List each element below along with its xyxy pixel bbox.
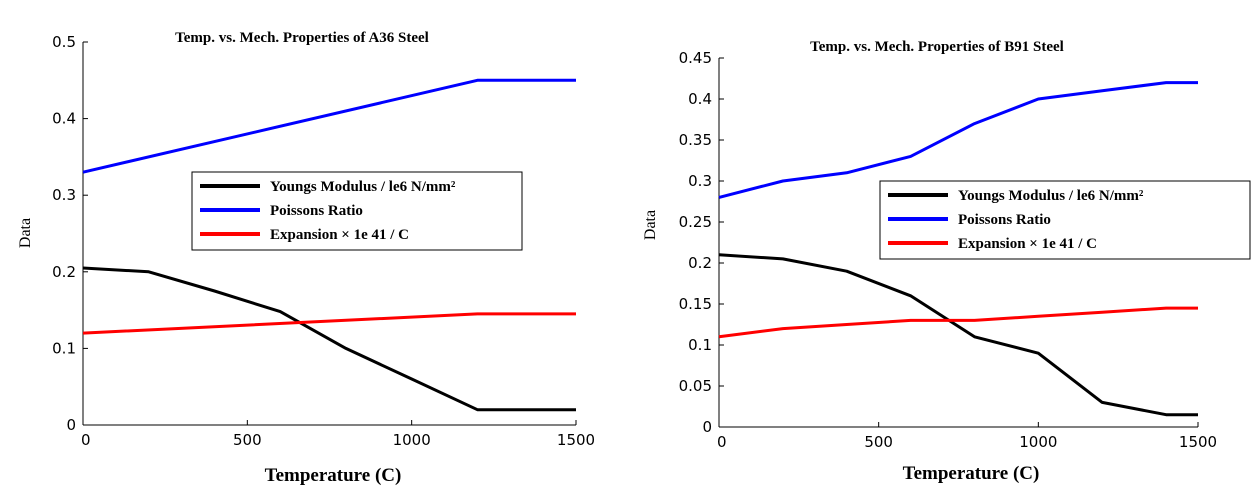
chart-title: Temp. vs. Mech. Properties of B91 Steel	[810, 39, 1064, 55]
y-tick-label: 0.45	[679, 49, 712, 67]
y-tick-label: 0.15	[679, 295, 712, 313]
y-tick-label: 0	[702, 418, 712, 436]
y-tick-label: 0.3	[52, 186, 76, 204]
series-line-3	[82, 312, 576, 335]
x-tick-label: 1000	[393, 431, 431, 449]
y-axis-label: Data	[642, 210, 659, 240]
y-tick-label: 0.4	[688, 90, 712, 108]
x-tick-label: 0	[81, 431, 91, 449]
x-tick-label: 1500	[1179, 433, 1217, 451]
legend-label-1: Youngs Modulus / le6 N/mm²	[270, 179, 456, 195]
legend-label-3: Expansion × 1e 41 / C	[270, 227, 409, 243]
series-line-3	[718, 306, 1198, 339]
series-line-2	[718, 81, 1198, 199]
y-tick-label: 0.25	[679, 213, 712, 231]
chart-1: Temp. vs. Mech. Properties of A36 Steel 0…	[17, 30, 595, 486]
legend: Youngs Modulus / le6 N/mm² Poissons Ratio…	[879, 180, 1251, 260]
legend-label-2: Poissons Ratio	[270, 203, 363, 219]
legend-label-2: Poissons Ratio	[958, 212, 1051, 228]
series-line-1	[82, 266, 576, 412]
chart-title: Temp. vs. Mech. Properties of A36 Steel	[175, 30, 429, 46]
series-line-2	[82, 78, 576, 174]
x-axis-label: Temperature (C)	[903, 463, 1040, 484]
legend: Youngs Modulus / le6 N/mm² Poissons Ratio…	[191, 171, 523, 251]
y-tick-label: 0.35	[679, 131, 712, 149]
y-tick-label: 0	[66, 416, 76, 434]
x-tick-label: 500	[233, 431, 262, 449]
chart-2: Temp. vs. Mech. Properties of B91 Steel 0…	[642, 39, 1251, 484]
legend-label-3: Expansion × 1e 41 / C	[958, 236, 1097, 252]
x-tick-label: 1000	[1019, 433, 1057, 451]
y-tick-label: 0.3	[688, 172, 712, 190]
y-tick-label: 0.2	[52, 263, 76, 281]
y-tick-label: 0.1	[52, 339, 76, 357]
y-tick-label: 0.1	[688, 336, 712, 354]
y-tick-label: 0.4	[52, 110, 76, 128]
legend-label-1: Youngs Modulus / le6 N/mm²	[958, 188, 1144, 204]
x-tick-label: 500	[864, 433, 893, 451]
y-tick-label: 0.5	[52, 33, 76, 51]
series-line-1	[718, 253, 1198, 417]
x-tick-label: 1500	[557, 431, 595, 449]
x-axis-label: Temperature (C)	[265, 465, 402, 486]
y-tick-label: 0.05	[679, 377, 712, 395]
y-axis-label: Data	[17, 218, 34, 248]
x-tick-label: 0	[717, 433, 727, 451]
y-tick-label: 0.2	[688, 254, 712, 272]
